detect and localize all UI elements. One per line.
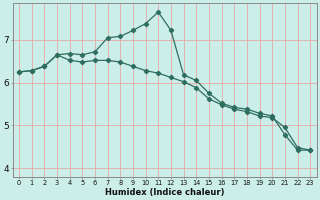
X-axis label: Humidex (Indice chaleur): Humidex (Indice chaleur) (105, 188, 224, 197)
